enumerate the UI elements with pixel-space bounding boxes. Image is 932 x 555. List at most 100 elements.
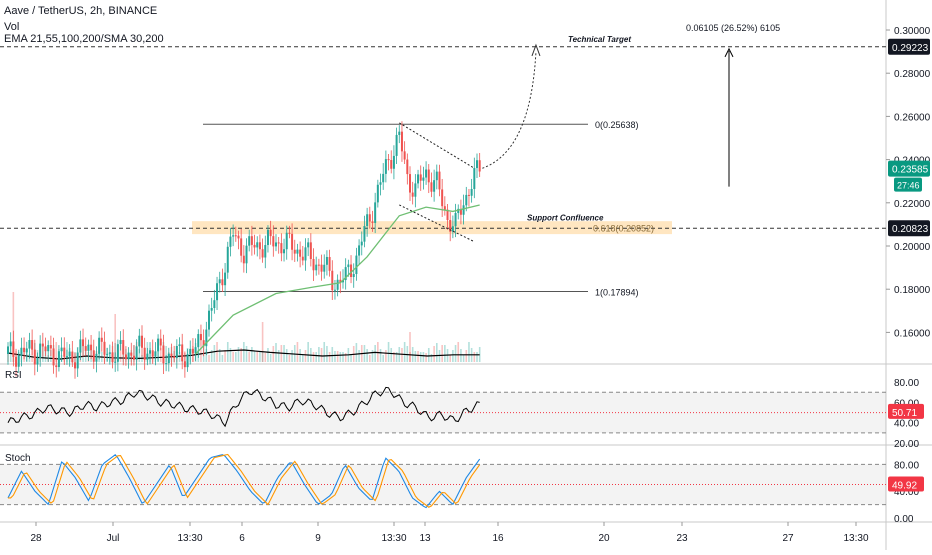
candle-body (250, 236, 253, 245)
candle-body (65, 356, 68, 358)
candle-body (221, 279, 224, 286)
candle-body (288, 232, 291, 234)
candle-body (108, 352, 111, 354)
rsi-value-text: 50.71 (892, 408, 917, 419)
volume-bar (369, 355, 371, 362)
candle-body (459, 208, 462, 215)
candle-body (167, 353, 170, 364)
volume-bar (409, 352, 411, 362)
volume-bar (216, 342, 218, 362)
stoch-value-text: 49.92 (892, 481, 917, 492)
volume-bar (425, 353, 427, 362)
candle-body (400, 131, 403, 152)
volume-bar (323, 342, 326, 362)
candle-body (103, 341, 106, 355)
candle-body (245, 245, 248, 264)
candle-body (336, 279, 339, 290)
rsi-tick-label: 80.00 (894, 378, 919, 389)
candle-body (82, 339, 85, 347)
time-tick-label: 27 (782, 533, 794, 544)
time-tick-label: 28 (30, 533, 42, 544)
volume-bar (473, 352, 476, 362)
candle-body (31, 340, 34, 350)
volume-bar (419, 352, 422, 362)
candle-body (293, 249, 296, 254)
candle-body (296, 249, 299, 254)
candle-body (441, 189, 444, 207)
volume-bar (433, 346, 435, 362)
candle-body (272, 236, 275, 247)
candle-body (285, 232, 288, 250)
candle-body (277, 242, 280, 244)
volume-bar (312, 352, 315, 362)
channel-upper-line (399, 122, 475, 169)
time-tick-label: 23 (676, 533, 688, 544)
volume-bar (205, 349, 208, 362)
target-price-badge-text: 0.29223 (892, 43, 929, 54)
volume-bar (261, 322, 264, 362)
candle-body (237, 235, 240, 239)
candle-body (165, 363, 168, 365)
candle-body (57, 351, 60, 368)
volume-bar (417, 351, 419, 362)
candle-body (106, 353, 109, 355)
candle-body (132, 355, 135, 360)
volume-bar (221, 355, 224, 362)
candle-body (178, 344, 181, 347)
volume-bar (267, 348, 269, 362)
candle-body (194, 347, 197, 354)
candle-body (457, 208, 460, 213)
volume-bar (178, 352, 181, 362)
volume-bar (476, 352, 478, 362)
rsi-tick-label: 20.00 (894, 439, 919, 450)
projection-curve (482, 51, 537, 169)
fib-1-line-label: 1(0.17894) (595, 287, 639, 297)
stoch-value-badge (888, 476, 924, 492)
stoch-d-line (8, 453, 481, 508)
candle-body (411, 192, 414, 197)
volume-bar (406, 346, 409, 362)
candle-body (248, 236, 251, 246)
time-tick-label: 6 (239, 533, 245, 544)
candle-body (87, 344, 90, 351)
stoch-k-line (7, 454, 481, 509)
candle-body (425, 169, 428, 178)
candle-body (124, 354, 127, 360)
volume-bar (385, 350, 387, 362)
volume-bar (320, 348, 323, 362)
price-tick-label: 0.22000 (894, 199, 931, 210)
candle-body (224, 272, 227, 286)
candle-body (154, 351, 157, 357)
candle-body (417, 174, 420, 184)
volume-bar (326, 346, 328, 362)
volume-bar (256, 351, 259, 362)
volume-bar (248, 352, 250, 362)
support-price-badge-text: 0.20823 (892, 224, 929, 235)
candle-body (355, 255, 358, 275)
candle-body (253, 244, 256, 248)
volume-bar (465, 350, 468, 362)
candle-body (149, 350, 152, 354)
volume-bar (226, 342, 229, 362)
countdown-badge (894, 177, 922, 192)
candle-body (138, 335, 141, 347)
candle-body (33, 349, 36, 365)
target-price-badge (888, 38, 930, 55)
candle-body (382, 173, 385, 183)
volume-bar (159, 348, 162, 362)
rsi-value-badge (888, 403, 924, 419)
volume-bar (409, 332, 411, 362)
candle-body (320, 264, 323, 272)
vol-label: Vol (4, 21, 20, 33)
candle-body (347, 264, 350, 268)
volume-bar (165, 346, 167, 362)
candle-body (462, 205, 465, 215)
candle-body (307, 242, 310, 248)
candle-body (20, 347, 23, 356)
fib-618-label: 0.618(0.20852) (593, 224, 654, 234)
volume-bar (277, 350, 280, 362)
candle-body (395, 134, 398, 156)
time-tick-label: 20 (598, 533, 610, 544)
